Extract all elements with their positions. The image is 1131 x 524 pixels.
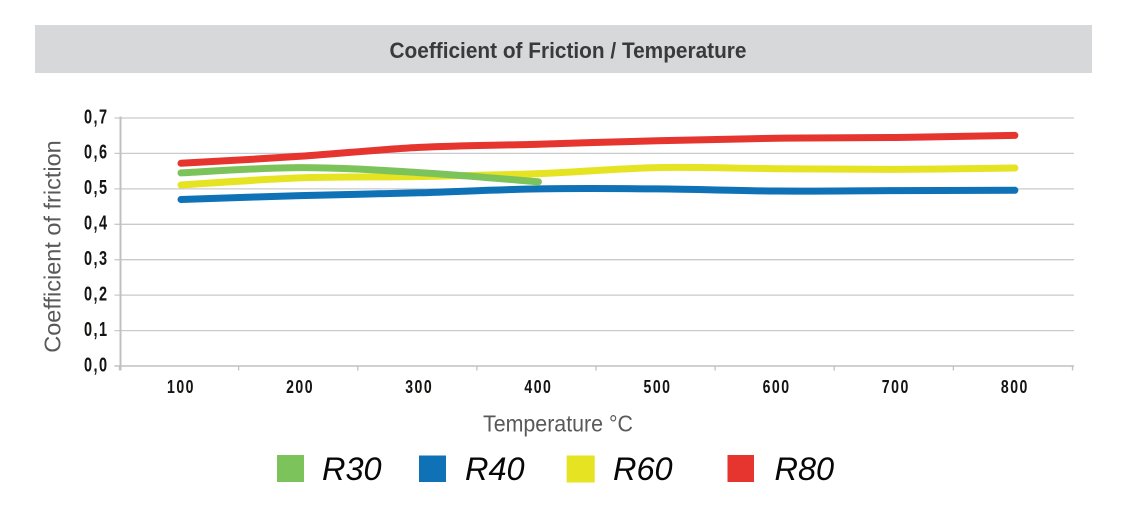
svg-text:Coefficient of friction: Coefficient of friction — [40, 140, 66, 352]
svg-text:R30: R30 — [322, 451, 382, 487]
svg-text:R60: R60 — [613, 451, 673, 487]
svg-text:0,2: 0,2 — [84, 283, 109, 305]
svg-text:400: 400 — [524, 376, 552, 397]
svg-text:Coefficient of Friction / Temp: Coefficient of Friction / Temperature — [390, 38, 747, 63]
svg-text:Temperature °C: Temperature °C — [483, 411, 633, 437]
svg-text:0,3: 0,3 — [84, 248, 109, 270]
svg-text:0,0: 0,0 — [84, 354, 109, 376]
svg-text:700: 700 — [882, 376, 910, 397]
svg-text:0,7: 0,7 — [84, 106, 109, 128]
svg-text:R80: R80 — [775, 451, 835, 487]
svg-text:500: 500 — [644, 376, 672, 397]
svg-text:800: 800 — [1001, 376, 1029, 397]
svg-text:0,5: 0,5 — [84, 177, 109, 199]
svg-text:300: 300 — [405, 376, 433, 397]
svg-text:0,1: 0,1 — [84, 319, 109, 341]
svg-text:0,6: 0,6 — [84, 142, 109, 164]
svg-text:200: 200 — [286, 376, 314, 397]
svg-text:0,4: 0,4 — [84, 213, 109, 235]
svg-text:R40: R40 — [465, 451, 525, 487]
svg-text:100: 100 — [167, 376, 195, 397]
svg-text:600: 600 — [763, 376, 791, 397]
